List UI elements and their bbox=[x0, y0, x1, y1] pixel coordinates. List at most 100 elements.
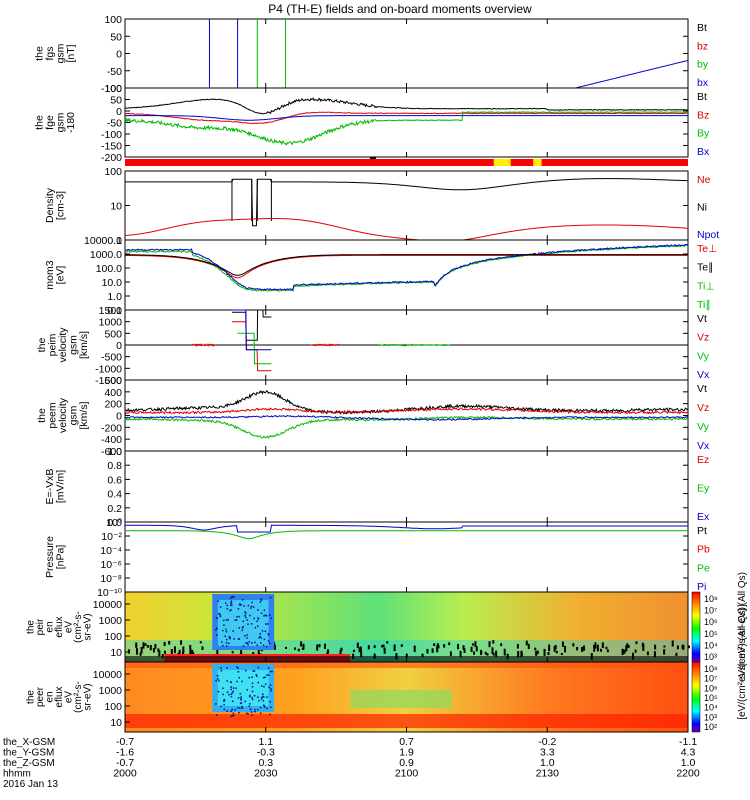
peir-central-noise bbox=[244, 611, 246, 613]
ylabel-line: [km/s] bbox=[78, 401, 90, 429]
legend-fgs-entry: Bt bbox=[697, 22, 707, 34]
ylabel-line: the bbox=[26, 620, 37, 634]
peir-noise-pixel bbox=[386, 641, 389, 644]
ytick-label: 1.0 bbox=[107, 446, 122, 458]
ylabel-line: [cm-3] bbox=[54, 191, 66, 220]
peir-noise-pixel bbox=[449, 651, 452, 656]
peer-central-noise bbox=[237, 696, 240, 699]
peir-central-noise bbox=[268, 614, 271, 616]
peer-top-band bbox=[125, 662, 688, 668]
peir-noise-pixel bbox=[486, 653, 489, 656]
peer-central-noise bbox=[239, 692, 242, 695]
ytick-label: 200 bbox=[104, 399, 122, 411]
peir-central-noise bbox=[215, 628, 217, 631]
peer-central-noise bbox=[250, 711, 253, 713]
peir-noise-pixel bbox=[157, 648, 160, 652]
ytick-label: 10000.0 bbox=[84, 235, 122, 247]
peer-central-noise bbox=[240, 699, 242, 701]
peir-central-noise bbox=[257, 609, 259, 611]
peir-noise-pixel bbox=[356, 642, 359, 648]
colorbar-tick-label: 10⁷ bbox=[704, 674, 717, 684]
fge-bx-trace bbox=[125, 115, 688, 121]
peir-noise-pixel bbox=[535, 651, 538, 656]
peer-central-noise bbox=[223, 698, 226, 701]
peir-noise-pixel bbox=[527, 643, 530, 650]
peer-central-noise bbox=[261, 693, 264, 695]
peer-central-noise bbox=[262, 699, 265, 702]
peim-vy-trace bbox=[237, 332, 272, 365]
ytick-label: 500 bbox=[104, 328, 122, 340]
ytick-label: 100 bbox=[104, 83, 122, 95]
peir-central-noise bbox=[247, 643, 249, 646]
ylabel-line: (cm²-s- bbox=[73, 681, 84, 713]
xaxis-tick-hhmm: 2200 bbox=[676, 768, 700, 780]
ytick-label: -1500 bbox=[95, 375, 122, 387]
peer-central-noise bbox=[248, 705, 251, 707]
peer-mid-patch bbox=[350, 690, 452, 708]
peir-noise-pixel bbox=[382, 644, 385, 648]
peir-central-noise bbox=[259, 632, 262, 635]
peir-noise-pixel bbox=[594, 642, 597, 649]
peir-central-noise bbox=[251, 642, 253, 644]
peir-noise-pixel bbox=[663, 649, 666, 655]
peir-central-noise bbox=[229, 597, 232, 599]
peir-noise-pixel bbox=[503, 648, 506, 656]
peer-colorbar-label: [eV/(cm²-s-sr-eV) (All Qs)] bbox=[737, 604, 748, 720]
ylabel-line: eV bbox=[64, 691, 75, 704]
peer-central-noise bbox=[240, 702, 243, 704]
peir-central-noise bbox=[266, 623, 269, 625]
peir-central-noise bbox=[244, 634, 246, 637]
peer-central-noise bbox=[245, 712, 248, 715]
peir-noise-pixel bbox=[178, 649, 181, 657]
panel-fge-frame bbox=[124, 87, 689, 158]
peir-noise-pixel bbox=[240, 650, 243, 656]
peer-central-noise bbox=[269, 684, 272, 686]
peer-central-noise bbox=[230, 715, 232, 718]
xaxis-tick-hhmm: 2130 bbox=[536, 768, 560, 780]
mode-bar-segment bbox=[533, 159, 542, 166]
colorbar-tick-label: 10⁵ bbox=[704, 629, 718, 639]
peer-central-noise bbox=[245, 669, 247, 672]
xaxis-date: 2016 Jan 13 bbox=[3, 779, 58, 790]
peir-central-noise bbox=[238, 615, 240, 618]
peir-central-noise bbox=[246, 637, 248, 639]
peir-central-noise bbox=[260, 599, 263, 602]
peir-central-noise bbox=[251, 601, 253, 604]
colorbar-tick-label: 10⁴ bbox=[704, 703, 718, 713]
peir-noise-pixel bbox=[583, 645, 586, 651]
peir-noise-pixel bbox=[470, 646, 473, 652]
peir-noise-pixel bbox=[457, 643, 460, 650]
peer-central-noise bbox=[263, 676, 265, 679]
peir-noise-pixel bbox=[471, 643, 474, 646]
peir-noise-pixel bbox=[168, 640, 171, 645]
xaxis-row-label: the_X-GSM bbox=[3, 737, 55, 748]
ytick-label: 1000.0 bbox=[90, 249, 122, 261]
peir-noise-pixel bbox=[492, 640, 495, 644]
peir-noise-pixel bbox=[443, 644, 446, 648]
ylabel-line: the bbox=[26, 690, 37, 704]
peem-vy-trace bbox=[124, 415, 689, 439]
legend-peim-entry: Vx bbox=[697, 369, 710, 381]
temp-teperp-trace bbox=[125, 254, 688, 279]
ylabel-line: peir bbox=[35, 618, 46, 635]
peir-noise-pixel bbox=[367, 645, 370, 650]
peir-central-noise bbox=[247, 604, 250, 607]
legend-density-entry: Ni bbox=[697, 202, 707, 214]
ytick-label: 10.0 bbox=[102, 277, 123, 289]
panel-peir: 10000 1000 100 10 thepeirenefluxeV(cm²-s-sr-… bbox=[26, 572, 749, 682]
colorbar-tick-label: 10⁵ bbox=[704, 693, 718, 703]
temp-tipar-trace bbox=[124, 244, 689, 293]
xaxis-tick-x_gsm: -0.7 bbox=[116, 736, 134, 748]
xaxis-tick-z_gsm: -0.7 bbox=[116, 757, 134, 769]
peer-central-noise bbox=[247, 713, 249, 715]
ylabel-line: [mV/m] bbox=[54, 470, 66, 503]
peir-noise-pixel bbox=[139, 652, 142, 656]
peir-central-noise bbox=[268, 633, 270, 636]
xaxis-row-label: the_Y-GSM bbox=[3, 748, 54, 759]
ytick-label: 10⁰ bbox=[106, 517, 123, 529]
peir-central-noise bbox=[238, 638, 241, 640]
peer-central-noise bbox=[259, 712, 262, 714]
ylabel-line: fge bbox=[44, 115, 56, 130]
peir-central-noise bbox=[227, 619, 229, 621]
peir-noise-pixel bbox=[555, 650, 558, 654]
